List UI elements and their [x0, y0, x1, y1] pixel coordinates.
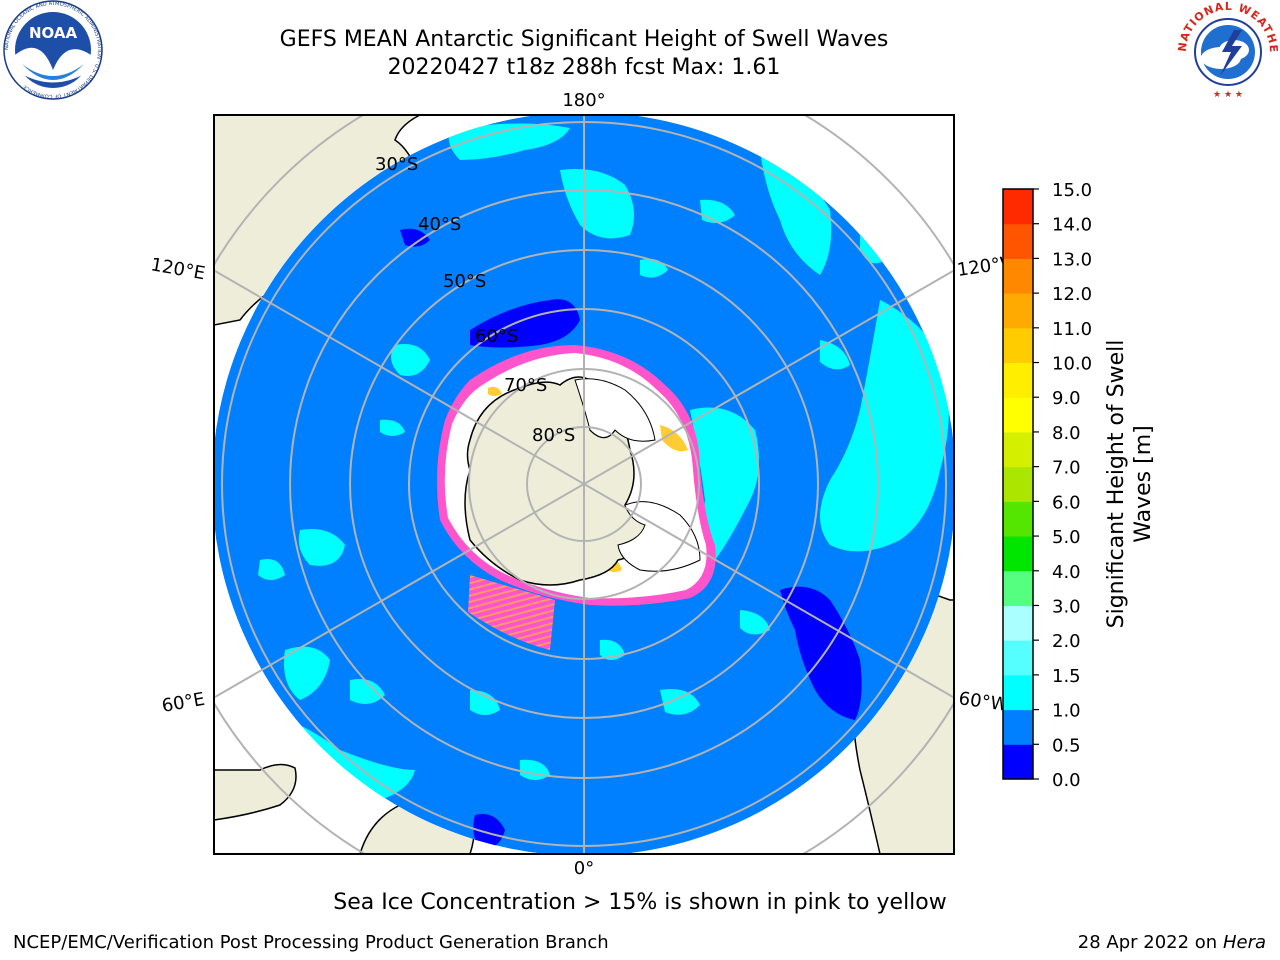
colorbar-frame: [1002, 188, 1034, 780]
colorbar-tick-label: 13.0: [1052, 249, 1092, 270]
ronne-ice-shelf: [617, 501, 701, 572]
lat-label-40s: 40°S: [418, 214, 461, 235]
colorbar-tick-label: 2.0: [1052, 631, 1081, 652]
colorbar: 0.0 0.5 1.0 1.5 2.0 3.0 4.0 5.0 6.0 7.0 8.0 9.0 10.0…: [1003, 180, 1092, 791]
colorbar-label-line2: Waves [m]: [1131, 425, 1156, 542]
colorbar-segment: [1003, 327, 1033, 364]
footer-date-text: 28 Apr 2022 on: [1077, 932, 1223, 953]
lat-label-30s: 30°S: [375, 154, 418, 175]
colorbar-segment: [1003, 466, 1033, 502]
colorbar-tick-label: 0.5: [1052, 735, 1081, 756]
colorbar-tick-label: 14.0: [1052, 215, 1092, 236]
colorbar-tick-label: 1.5: [1052, 666, 1081, 687]
lat-label-70s: 70°S: [504, 375, 547, 396]
colorbar-segment: [1003, 536, 1033, 572]
colorbar-segment: [1003, 605, 1033, 641]
footer-org: NCEP/EMC/Verification Post Processing Pr…: [13, 932, 609, 953]
colorbar-tick-label: 15.0: [1052, 180, 1092, 201]
colorbar-tick-label: 0.0: [1052, 770, 1081, 791]
noaa-logo: NOAA NATIONAL OCEANIC AND ATMOSPHERIC AD…: [3, 0, 103, 100]
colorbar-tick-label: 7.0: [1052, 458, 1081, 479]
colorbar-segment: [1003, 501, 1033, 537]
colorbar-tick-label: 4.0: [1052, 562, 1081, 583]
colorbar-segment: [1003, 570, 1033, 606]
colorbar-segment: [1003, 362, 1033, 398]
colorbar-tick-label: 9.0: [1052, 388, 1081, 409]
colorbar-segment: [1003, 189, 1033, 225]
colorbar-tick-label: 6.0: [1052, 492, 1081, 513]
lon-label-180: 180°: [562, 90, 605, 111]
colorbar-tick-label: 11.0: [1052, 319, 1092, 340]
colorbar-segment: [1003, 223, 1033, 259]
noaa-logo-text: NOAA: [29, 24, 78, 42]
colorbar-segment: [1003, 258, 1033, 294]
lon-label-60e: 60°E: [160, 689, 206, 717]
sea-ice-caption: Sea Ice Concentration > 15% is shown in …: [333, 890, 947, 915]
colorbar-tick-label: 1.0: [1052, 701, 1081, 722]
colorbar-tick-label: 8.0: [1052, 423, 1081, 444]
colorbar-segment: [1003, 674, 1033, 711]
colorbar-segment: [1003, 744, 1033, 780]
colorbar-label-line1: Significant Height of Swell: [1104, 340, 1129, 629]
map-title: GEFS MEAN Antarctic Significant Height o…: [279, 27, 889, 52]
lon-label-120e: 120°E: [149, 254, 207, 284]
graticule: [214, 115, 954, 854]
map-frame-content: [214, 115, 954, 854]
sea-ice-weddell: [468, 575, 555, 650]
colorbar-segment: [1003, 640, 1033, 676]
lon-label-60w: 60°W: [957, 688, 1009, 716]
nws-logo: NATIONAL WEATHER SERVICE ★ ★ ★: [1176, 0, 1279, 100]
colorbar-segment: [1003, 293, 1033, 329]
colorbar-tick-label: 5.0: [1052, 527, 1081, 548]
lon-label-0: 0°: [574, 858, 594, 879]
colorbar-segment: [1003, 709, 1033, 745]
lat-label-80s: 80°S: [532, 425, 575, 446]
colorbar-tick-label: 3.0: [1052, 596, 1081, 617]
colorbar-tick-label: 12.0: [1052, 284, 1092, 305]
map-frame: [213, 114, 955, 855]
colorbar-segment: [1003, 431, 1033, 468]
map-subtitle: 20220427 t18z 288h fcst Max: 1.61: [387, 55, 781, 80]
colorbar-tick-label: 10.0: [1052, 354, 1092, 375]
lat-label-50s: 50°S: [443, 271, 486, 292]
colorbar-segment: [1003, 397, 1033, 433]
lat-label-60s: 60°S: [475, 326, 518, 347]
footer-host: Hera: [1222, 932, 1266, 953]
svg-text:★ ★ ★: ★ ★ ★: [1213, 90, 1243, 100]
footer-date: 28 Apr 2022 on Hera: [1078, 932, 1266, 953]
